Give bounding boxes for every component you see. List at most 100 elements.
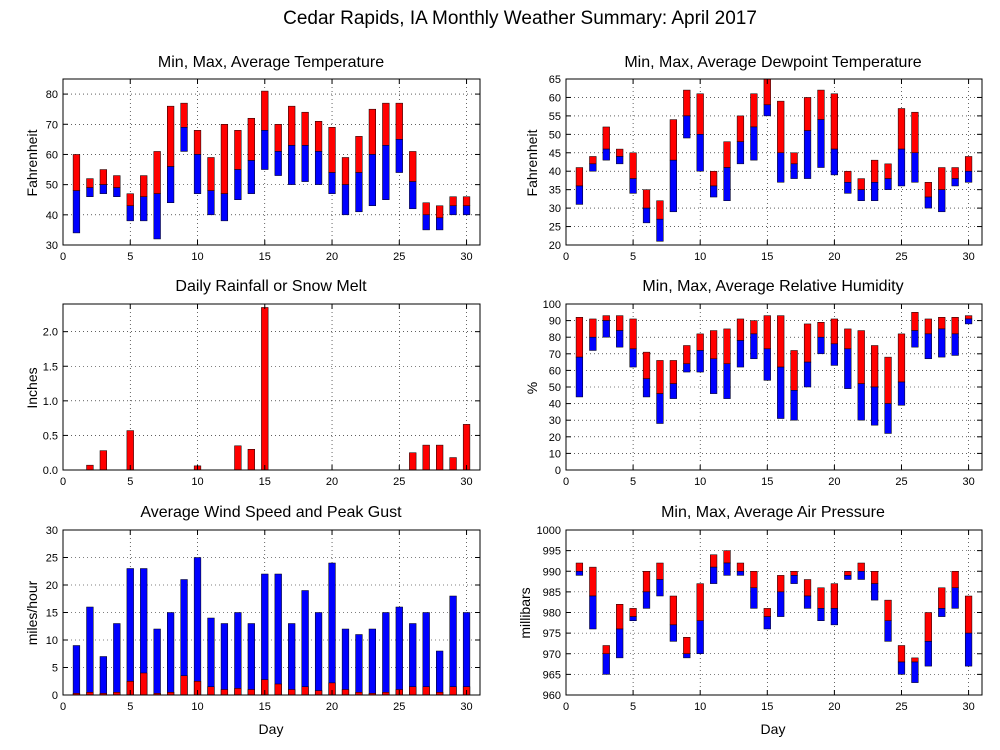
pressure-bar-upper <box>911 657 919 663</box>
temperature-xtick-label: 15 <box>259 251 271 263</box>
temperature-bar-lower <box>207 190 215 216</box>
humidity-ytick-label: 80 <box>549 332 561 344</box>
dewpoint-ytick-label: 50 <box>549 129 561 141</box>
pressure-bar-upper <box>656 562 664 580</box>
dewpoint-bar-lower <box>790 163 798 179</box>
pressure-bar-upper <box>616 604 624 630</box>
dewpoint-bar-upper <box>642 189 651 209</box>
pressure-bar-lower <box>602 653 610 675</box>
humidity-xtick-label: 25 <box>895 476 907 488</box>
temperature-bar-lower <box>449 205 457 216</box>
rainfall-bar <box>99 450 107 471</box>
pressure-bar-upper <box>575 562 584 572</box>
wind-bar-gust <box>99 656 107 696</box>
temperature-bar-upper <box>368 108 377 155</box>
dewpoint-bar-lower <box>857 189 865 201</box>
humidity-ytick-label: 0 <box>555 465 561 477</box>
wind-bar-average <box>314 690 323 696</box>
humidity-ytick-label: 50 <box>549 382 561 394</box>
pressure-bar-lower <box>911 661 919 683</box>
dewpoint-bar-lower <box>642 207 651 224</box>
humidity-bar-lower <box>629 348 637 368</box>
pressure-xtick-label: 0 <box>563 701 569 713</box>
rainfall-bar <box>409 452 417 471</box>
temperature-bar-upper <box>86 178 94 188</box>
dewpoint-ytick-label: 60 <box>549 92 561 104</box>
humidity-bar-lower <box>911 330 919 348</box>
wind-bar-gust <box>86 606 94 696</box>
rainfall-bar <box>436 444 444 471</box>
humidity-bar-lower <box>830 343 838 366</box>
rainfall-ytick-label: 1.0 <box>43 396 58 408</box>
temperature-bar-lower <box>288 145 296 185</box>
temperature-bar-lower <box>99 184 107 194</box>
wind-xtick-label: 5 <box>127 701 133 713</box>
humidity-ytick-label: 70 <box>549 349 561 361</box>
humidity-bar-upper <box>589 318 597 338</box>
dewpoint-bar-lower <box>844 182 852 194</box>
wind-bar-gust <box>261 573 269 696</box>
temperature-ytick-label: 80 <box>46 89 58 101</box>
dewpoint-bar-lower <box>629 178 637 194</box>
dewpoint-bar-upper <box>871 159 879 183</box>
temperature-bar-upper <box>207 157 215 191</box>
pressure-bar-lower <box>575 571 584 576</box>
pressure-bar-lower <box>844 575 852 580</box>
humidity-bar-upper <box>951 317 959 335</box>
rainfall-ytick-label: 2.0 <box>43 327 58 339</box>
dewpoint-plot: 20 25 30 35 40 45 50 55 60 65 0 5 10 15 20 25 30 <box>549 74 983 263</box>
humidity-bar-lower <box>750 333 758 360</box>
temperature-xtick-label: 20 <box>326 251 338 263</box>
humidity-bar-lower <box>884 403 892 434</box>
dewpoint-bar-upper <box>750 93 758 128</box>
wind-xtick-label: 25 <box>393 701 405 713</box>
pressure-panel: Min, Max, Average Air Pressure millibars… <box>517 504 983 737</box>
figure-title: Cedar Rapids, IA Monthly Weather Summary… <box>283 8 757 29</box>
rainfall-bar <box>422 444 430 471</box>
temperature-bar-upper <box>193 130 202 155</box>
pressure-ytick-label: 960 <box>543 690 561 702</box>
rainfall-bar <box>261 307 269 471</box>
dewpoint-xtick-label: 10 <box>694 251 706 263</box>
humidity-bar-upper <box>938 317 946 330</box>
temperature-xtick-label: 30 <box>460 251 472 263</box>
humidity-bar-lower <box>964 318 973 325</box>
wind-xtick-label: 20 <box>326 701 338 713</box>
rainfall-xtick-label: 10 <box>191 476 203 488</box>
humidity-bar-lower <box>642 378 651 398</box>
wind-xtick-label: 15 <box>259 701 271 713</box>
pressure-bar-upper <box>723 550 731 564</box>
humidity-xtick-label: 0 <box>563 476 569 488</box>
dewpoint-ytick-label: 35 <box>549 185 561 197</box>
dewpoint-bar-lower <box>669 159 677 213</box>
temperature-bar-lower <box>153 193 161 240</box>
humidity-bar-lower <box>951 333 959 356</box>
dewpoint-ytick-label: 40 <box>549 166 561 178</box>
rainfall-xtick-label: 30 <box>460 476 472 488</box>
humidity-bar-upper <box>897 333 906 383</box>
temperature-bar-upper <box>422 202 430 216</box>
temperature-xtick-label: 0 <box>60 251 66 263</box>
humidity-bar-lower <box>763 348 771 381</box>
wind-bar-gust <box>422 612 430 696</box>
wind-bar-gust <box>328 562 336 696</box>
dewpoint-bar-upper <box>616 148 624 157</box>
temperature-bar-upper <box>261 90 269 131</box>
dewpoint-bar-lower <box>938 189 946 213</box>
temperature-xtick-label: 25 <box>393 251 405 263</box>
rainfall-xtick-label: 25 <box>393 476 405 488</box>
humidity-plot: 0 10 20 30 40 50 60 70 80 90 100 0 5 10 15 20 25 30 <box>543 299 983 488</box>
temperature-bar-lower <box>395 139 403 173</box>
pressure-bar-upper <box>871 571 879 584</box>
humidity-bar-upper <box>830 318 838 345</box>
wind-bar-average <box>449 686 457 696</box>
pressure-bar-upper <box>817 587 825 609</box>
pressure-bar-upper <box>857 562 865 572</box>
wind-bar-gust <box>167 612 175 696</box>
humidity-bar-upper <box>642 351 651 379</box>
wind-ytick-label: 25 <box>46 553 58 565</box>
pressure-bar-lower <box>656 579 664 597</box>
pressure-bar-lower <box>763 616 771 630</box>
pressure-bar-lower <box>710 566 718 584</box>
rainfall-bar <box>449 457 457 471</box>
